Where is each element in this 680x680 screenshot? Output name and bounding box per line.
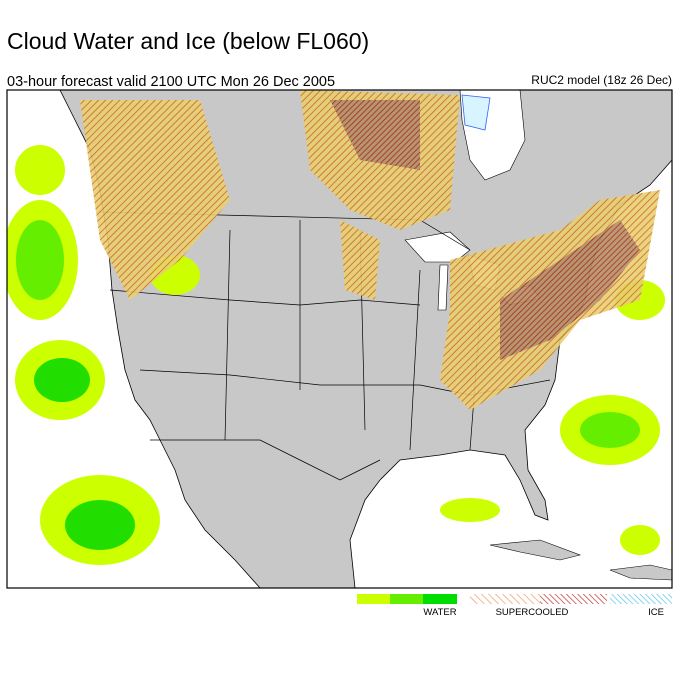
- legend-label: WATER: [423, 607, 456, 618]
- map: [7, 90, 672, 588]
- map-frame: [6, 89, 673, 589]
- title: Cloud Water and Ice (below FL060): [7, 28, 369, 54]
- legend: WATER SUPERCOOLED ICE: [357, 594, 672, 618]
- subtitle: 03-hour forecast valid 2100 UTC Mon 26 D…: [7, 74, 335, 90]
- supercooled-cloud: [80, 90, 660, 410]
- model-label: RUC2 model (18z 26 Dec): [531, 73, 672, 87]
- legend-label: SUPERCOOLED: [496, 607, 569, 618]
- legend-label: ICE: [648, 607, 664, 618]
- water-cloud: [7, 145, 665, 565]
